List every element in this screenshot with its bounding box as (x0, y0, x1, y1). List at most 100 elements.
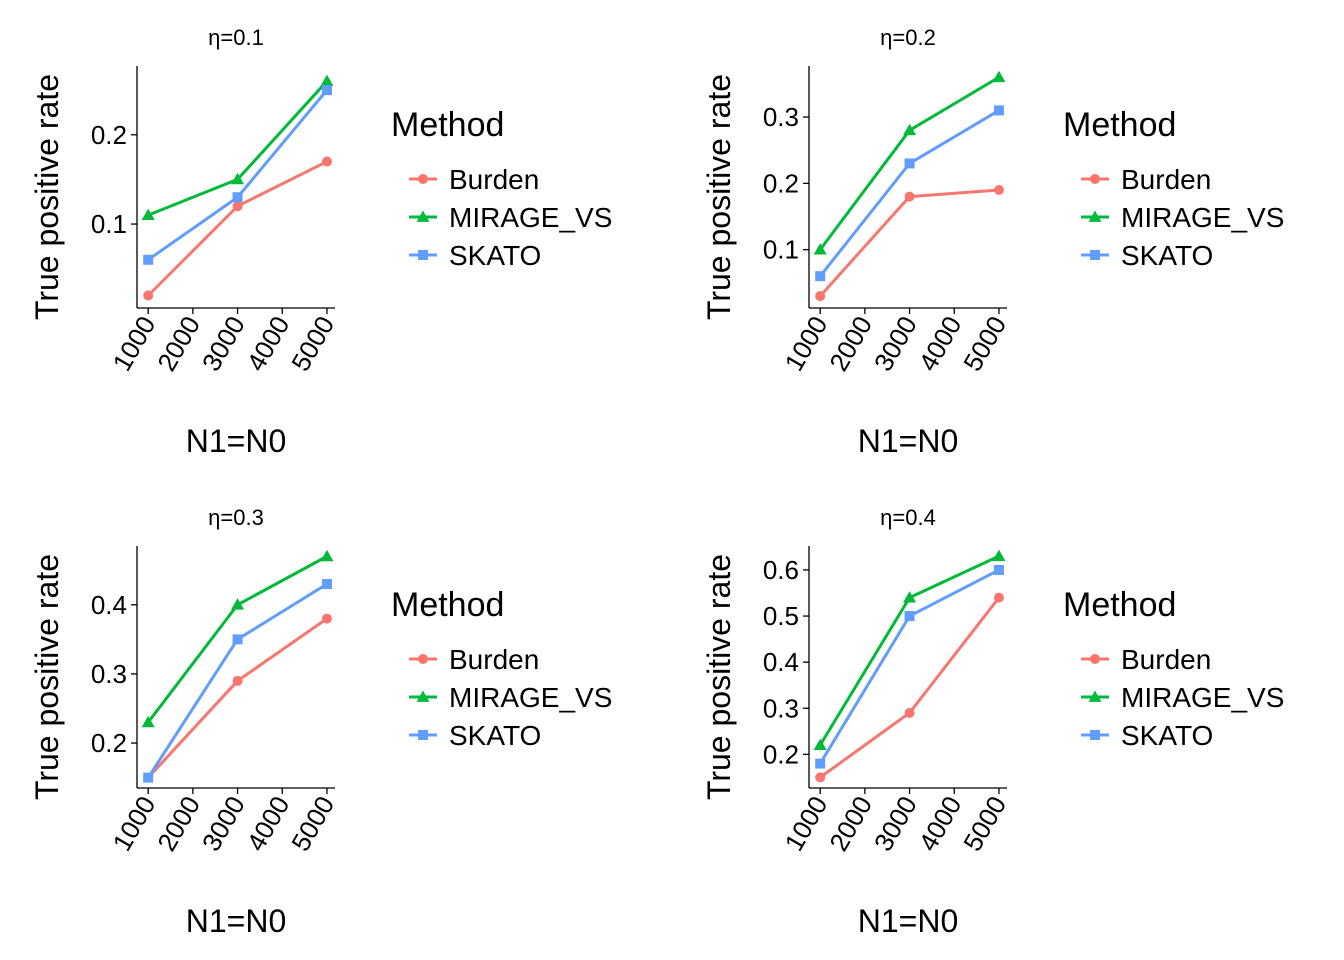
legend-key-burden (418, 654, 428, 664)
legend-key-burden (418, 174, 428, 184)
x-tick-label: 5000 (285, 311, 340, 376)
point-skato (232, 192, 243, 203)
y-tick-label: 0.2 (91, 120, 127, 150)
legend-key-skato (418, 730, 428, 740)
y-tick-label: 0.3 (763, 693, 799, 723)
legend-title: Method (391, 106, 504, 144)
y-tick-label: 0.6 (763, 555, 799, 585)
x-tick-label: 1000 (778, 791, 833, 856)
point-mirage_vs (231, 172, 245, 185)
point-skato (904, 611, 915, 622)
point-skato (321, 85, 332, 96)
panel-title: η=0.2 (880, 25, 936, 50)
legend-label: MIRAGE_VS (1121, 202, 1284, 233)
x-tick-label: 5000 (957, 791, 1012, 856)
point-skato (143, 772, 154, 783)
legend-label: SKATO (449, 240, 541, 271)
legend-key-skato (1090, 730, 1100, 740)
legend: Method Burden MIRAGE_VS SKATO (391, 586, 612, 751)
panel-4: η=0.4 0.2 0.3 0.4 0.5 0.6 10002000300040005000… (701, 505, 1284, 939)
x-tick-label: 2000 (151, 791, 206, 856)
legend-label: MIRAGE_VS (449, 682, 612, 713)
legend-key-burden (1090, 654, 1100, 664)
y-tick-label: 0.4 (763, 647, 799, 677)
point-burden (993, 184, 1004, 195)
legend-key-mirage_vs (416, 690, 430, 702)
point-mirage_vs (320, 549, 334, 562)
point-mirage_vs (992, 549, 1006, 562)
point-skato (815, 271, 826, 282)
legend-key-burden (1090, 174, 1100, 184)
x-axis-title: N1=N0 (186, 423, 287, 459)
legend-label: MIRAGE_VS (1121, 682, 1284, 713)
panel-title: η=0.1 (208, 25, 264, 50)
point-burden (232, 201, 243, 212)
x-axis-title: N1=N0 (186, 903, 287, 939)
x-tick-label: 1000 (778, 311, 833, 376)
point-mirage_vs (813, 243, 827, 255)
x-tick-label: 3000 (196, 791, 251, 856)
x-tick-label: 4000 (241, 791, 296, 856)
panel-title: η=0.3 (208, 505, 264, 530)
legend-label: Burden (449, 164, 539, 195)
legend-label: Burden (449, 644, 539, 675)
x-tick-label: 3000 (196, 311, 251, 376)
x-tick-label: 4000 (913, 311, 968, 376)
point-skato (321, 579, 332, 590)
x-tick-label: 4000 (241, 311, 296, 376)
point-skato (904, 158, 915, 169)
y-tick-label: 0.5 (763, 601, 799, 631)
point-burden (321, 156, 332, 167)
legend-title: Method (1063, 106, 1176, 144)
x-tick-label: 3000 (868, 311, 923, 376)
y-tick-label: 0.2 (91, 728, 127, 758)
point-mirage_vs (141, 208, 155, 221)
legend-label: SKATO (1121, 240, 1213, 271)
point-skato (815, 758, 826, 769)
y-tick-label: 0.2 (763, 168, 799, 198)
point-mirage_vs (903, 123, 917, 136)
x-tick-label: 1000 (106, 311, 161, 376)
y-tick-label: 0.4 (91, 590, 127, 620)
point-burden (904, 707, 915, 718)
panel-title: η=0.4 (880, 505, 936, 530)
x-tick-label: 5000 (285, 791, 340, 856)
legend-label: Burden (1121, 644, 1211, 675)
legend-label: SKATO (449, 720, 541, 751)
legend-title: Method (1063, 586, 1176, 624)
x-tick-label: 2000 (151, 311, 206, 376)
point-burden (815, 291, 826, 302)
point-burden (993, 592, 1004, 603)
point-skato (143, 254, 154, 265)
legend-label: Burden (1121, 164, 1211, 195)
y-axis-title: True positive rate (29, 554, 65, 800)
point-skato (993, 105, 1004, 116)
x-tick-label: 1000 (106, 791, 161, 856)
x-tick-label: 2000 (823, 311, 878, 376)
x-axis-title: N1=N0 (858, 423, 959, 459)
point-mirage_vs (231, 598, 245, 610)
legend-title: Method (391, 586, 504, 624)
y-tick-label: 0.3 (91, 659, 127, 689)
point-skato (993, 564, 1004, 575)
legend: Method Burden MIRAGE_VS SKATO (1063, 586, 1284, 751)
legend-key-mirage_vs (416, 210, 430, 222)
y-axis-title: True positive rate (701, 554, 737, 800)
y-axis-title: True positive rate (701, 74, 737, 320)
series-line-burden (819, 596, 1001, 779)
point-burden (904, 191, 915, 202)
point-mirage_vs (813, 738, 827, 751)
y-tick-label: 0.3 (763, 102, 799, 132)
x-tick-label: 4000 (913, 791, 968, 856)
x-tick-label: 5000 (957, 311, 1012, 376)
legend-label: SKATO (1121, 720, 1213, 751)
legend-key-mirage_vs (1088, 210, 1102, 222)
point-mirage_vs (141, 715, 155, 728)
y-tick-label: 0.2 (763, 739, 799, 769)
point-burden (321, 613, 332, 624)
y-axis-title: True positive rate (29, 74, 65, 320)
y-tick-label: 0.1 (91, 209, 127, 239)
